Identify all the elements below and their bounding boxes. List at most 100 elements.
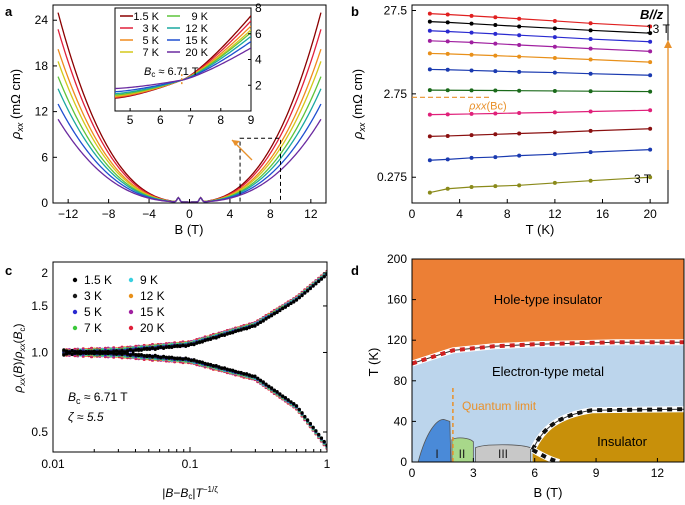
data-point (156, 346, 160, 350)
data-point (469, 88, 474, 93)
data-point (588, 28, 593, 33)
data-point (161, 354, 166, 358)
data-point (186, 343, 191, 348)
data-point (103, 351, 107, 355)
data-point (267, 315, 271, 319)
data-point (222, 333, 227, 337)
data-point (65, 352, 69, 356)
legend-label: 15 K (140, 305, 165, 319)
data-point (139, 348, 144, 352)
data-point (84, 351, 88, 355)
data-point (178, 344, 182, 349)
data-point (308, 421, 312, 426)
legend-marker (128, 277, 134, 283)
inset-y-tick-label: 8 (255, 1, 262, 15)
data-point (493, 53, 498, 58)
data-point (427, 19, 432, 24)
svg-text:ρxx (mΩ cm): ρxx (mΩ cm) (8, 69, 25, 140)
data-point (222, 366, 227, 370)
data-point (493, 15, 498, 20)
region-label-insulator: Insulator (597, 434, 648, 449)
legend-label: 9 K (191, 11, 208, 23)
data-point (311, 284, 315, 288)
region-insulator (532, 409, 684, 462)
data-point (225, 367, 229, 371)
region-label-electron-type-metal: Electron-type metal (492, 364, 604, 379)
panel-label-d: d (351, 263, 359, 278)
data-point (197, 340, 202, 344)
data-point (269, 386, 274, 390)
data-point (239, 328, 243, 332)
data-point (134, 353, 138, 357)
data-point (89, 351, 94, 355)
y-tick-label: 200 (387, 252, 407, 266)
data-point (139, 352, 144, 357)
x-tick-label: 16 (596, 207, 610, 221)
data-point (275, 390, 279, 394)
data-point (167, 344, 171, 349)
data-point (469, 52, 474, 57)
data-point (493, 88, 498, 93)
boundary-insulator-low-dashes (531, 448, 560, 462)
panel-b-field-arrowhead (664, 40, 672, 48)
legend-marker (72, 293, 78, 299)
data-point (156, 354, 160, 358)
data-point (109, 350, 113, 354)
data-point (552, 130, 557, 135)
data-point (217, 335, 221, 339)
data-point (87, 350, 91, 354)
data-point (214, 336, 218, 340)
data-point (200, 340, 204, 344)
data-point (233, 329, 238, 334)
data-point (308, 286, 312, 291)
data-point (445, 186, 450, 191)
data-point (137, 347, 141, 351)
data-point (493, 23, 498, 28)
data-point (493, 41, 498, 46)
inset-x-tick-label: 5 (127, 113, 134, 127)
boundary-insulator-dashes (530, 407, 684, 451)
data-point (62, 353, 66, 357)
legend-marker (72, 325, 78, 331)
series-line-20k (57, 118, 322, 203)
data-point (517, 131, 522, 136)
data-point (150, 346, 155, 350)
y-tick-label: 18 (35, 59, 49, 73)
data-point (493, 111, 498, 116)
data-point (247, 373, 252, 377)
data-point (648, 24, 653, 29)
data-point (552, 18, 557, 23)
data-point (67, 350, 71, 354)
legend-label: 20 K (140, 321, 165, 335)
data-point (445, 157, 450, 162)
data-point (322, 275, 326, 279)
data-point (445, 88, 450, 93)
series-line-7t (429, 89, 651, 93)
data-point (552, 56, 557, 61)
boundary-upper-dashes (412, 340, 684, 366)
series-line-9t (429, 52, 651, 63)
data-point (203, 339, 207, 343)
legend-marker (128, 309, 134, 315)
x-tick-label: 6 (531, 466, 538, 480)
panel-b-curves (427, 11, 653, 195)
panel-d-y-ticks: 0 40 80 120 160 200 (387, 252, 416, 469)
data-point (493, 31, 498, 36)
data-point (445, 133, 450, 138)
data-point (134, 348, 138, 352)
legend-label: 3 K (142, 23, 159, 35)
data-point (267, 384, 271, 388)
data-point (70, 352, 74, 357)
data-point (588, 109, 593, 114)
data-point (306, 418, 310, 422)
panel-a-y-axis-label: ρxx (mΩ cm) (8, 69, 25, 140)
data-point (145, 354, 149, 359)
data-point (445, 67, 450, 72)
data-point (648, 108, 653, 113)
series-line-3t (429, 176, 651, 194)
data-point (192, 343, 196, 347)
data-point (245, 372, 249, 376)
panel-b-field-label: B//z (640, 7, 664, 22)
data-point (258, 378, 263, 383)
